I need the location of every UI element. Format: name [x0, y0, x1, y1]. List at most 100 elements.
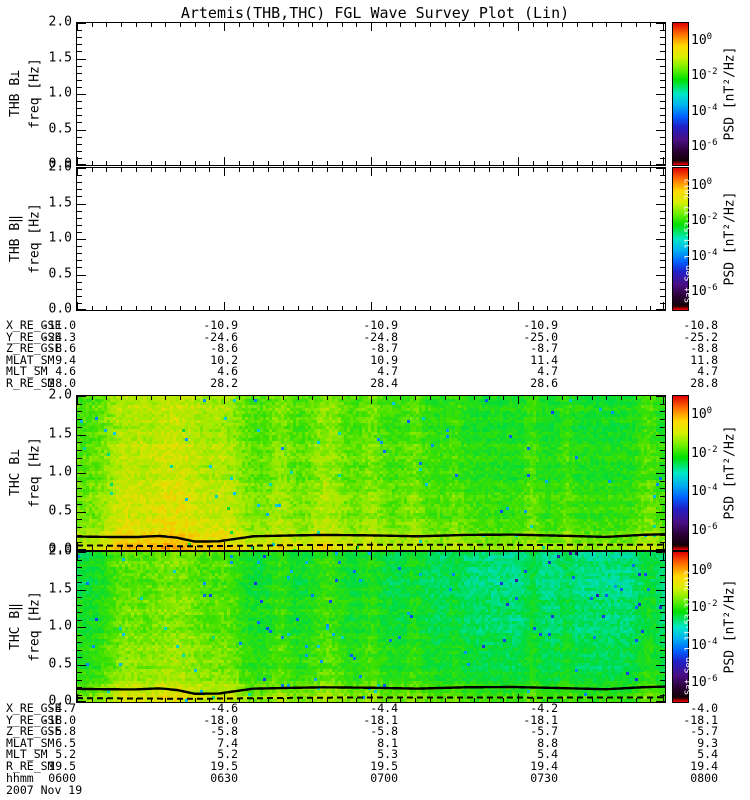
xtick-mark — [312, 396, 313, 400]
annotation-value: -24.3 — [41, 329, 76, 344]
ytick-mark — [660, 296, 665, 297]
xtick-mark — [239, 552, 240, 556]
ytick-mark — [660, 687, 665, 688]
ytick-label: 0.0 — [48, 541, 72, 557]
xtick-mark — [106, 552, 107, 556]
xtick-mark — [474, 552, 475, 556]
colorbar-gradient — [673, 552, 688, 702]
xtick-mark — [547, 552, 548, 556]
xtick-mark — [239, 546, 240, 550]
ytick-mark — [77, 115, 82, 116]
ytick-mark — [77, 575, 82, 576]
ytick-mark — [77, 94, 86, 95]
annotation-value: -5.8 — [370, 724, 398, 739]
psd-label-text: PSD [nT²/Hz] — [722, 46, 738, 140]
ytick-mark — [77, 303, 82, 304]
xtick-mark — [562, 168, 563, 172]
xtick-mark — [533, 306, 534, 310]
xtick-mark — [489, 552, 490, 556]
ytick-mark — [660, 504, 665, 505]
spectrogram-thc-bpar — [77, 552, 665, 702]
colorbar-tick-label: 10-2 — [691, 67, 718, 84]
xtick-mark — [209, 306, 210, 310]
xtick-mark — [518, 694, 519, 702]
colorbar-tick-label: 100 — [691, 406, 713, 423]
xtick-mark — [562, 306, 563, 310]
xtick-mark — [195, 168, 196, 172]
ytick-mark — [77, 627, 86, 628]
xtick-mark — [636, 23, 637, 27]
xtick-mark — [92, 552, 93, 556]
ytick-mark — [77, 37, 82, 38]
xtick-mark — [342, 698, 343, 702]
xtick-mark — [489, 546, 490, 550]
xtick-mark — [621, 552, 622, 556]
xtick-mark — [180, 546, 181, 550]
ytick-mark — [660, 527, 665, 528]
annotations-bottom: X_RE_GSE -4.7 -4.6 -4.4 -4.2 -4.0 Y_RE_GSE -18.… — [6, 702, 746, 785]
colorbar-tick-label: 10-6 — [691, 521, 718, 538]
annotation-value: 19.4 — [530, 758, 558, 773]
xtick-mark — [562, 161, 563, 165]
xtick-mark — [547, 161, 548, 165]
xtick-mark — [474, 306, 475, 310]
xtick-mark — [151, 168, 152, 172]
xtick-mark — [562, 552, 563, 556]
annotation-value: 0630 — [210, 770, 238, 785]
annotation-value: 4.6 — [217, 364, 238, 379]
xtick-mark — [165, 546, 166, 550]
annotation-value: 28.6 — [530, 375, 558, 390]
xtick-mark — [562, 23, 563, 27]
xtick-mark — [77, 302, 78, 310]
xtick-mark — [77, 542, 78, 550]
xtick-mark — [606, 396, 607, 400]
xtick-mark — [298, 698, 299, 702]
xtick-mark — [650, 546, 651, 550]
annotation-label: X_RE_GSE — [6, 318, 62, 332]
xtick-mark — [503, 552, 504, 556]
annotation-value: 10.9 — [370, 352, 398, 367]
xtick-mark — [430, 698, 431, 702]
ytick-mark — [77, 635, 82, 636]
xtick-mark — [430, 546, 431, 550]
xtick-mark — [151, 698, 152, 702]
ytick-mark — [656, 130, 665, 131]
annotation-value: 19.5 — [210, 758, 238, 773]
annotation-value: -8.6 — [48, 341, 76, 356]
annotation-row: hhmm 0600 0630 0700 0730 0800 — [6, 770, 746, 785]
ytick-mark — [77, 189, 82, 190]
colorbar-axis-label: PSD [nT²/Hz] — [718, 551, 742, 701]
xtick-mark — [283, 161, 284, 165]
xtick-mark — [592, 306, 593, 310]
xtick-mark — [106, 23, 107, 27]
ytick-mark — [660, 137, 665, 138]
xtick-mark — [298, 168, 299, 172]
ytick-mark — [77, 657, 82, 658]
ytick-mark — [77, 458, 82, 459]
xtick-mark — [459, 306, 460, 310]
annotation-value: 5.4 — [697, 747, 718, 762]
xtick-mark — [92, 396, 93, 400]
ytick-mark — [77, 108, 82, 109]
annotation-value: 9.4 — [55, 352, 76, 367]
xtick-mark — [489, 23, 490, 27]
spectrogram-thc-bperp — [77, 396, 665, 550]
ytick-mark — [656, 590, 665, 591]
xtick-mark — [445, 698, 446, 702]
colorbar-tick-label: 10-2 — [691, 212, 718, 229]
xtick-mark — [474, 546, 475, 550]
ytick-mark — [660, 427, 665, 428]
ytick-mark — [656, 549, 665, 550]
ytick-mark — [656, 473, 665, 474]
xtick-mark — [445, 396, 446, 400]
ytick-mark — [660, 80, 665, 81]
annotation-label: MLT_SM — [6, 747, 48, 762]
colorbar — [672, 167, 689, 311]
colorbar-tick-label: 100 — [691, 176, 713, 193]
xtick-mark — [239, 161, 240, 165]
xtick-mark — [621, 698, 622, 702]
xtick-mark — [92, 168, 93, 172]
ytick-mark — [77, 605, 82, 606]
ytick-mark — [77, 435, 86, 436]
xtick-mark — [224, 396, 225, 404]
